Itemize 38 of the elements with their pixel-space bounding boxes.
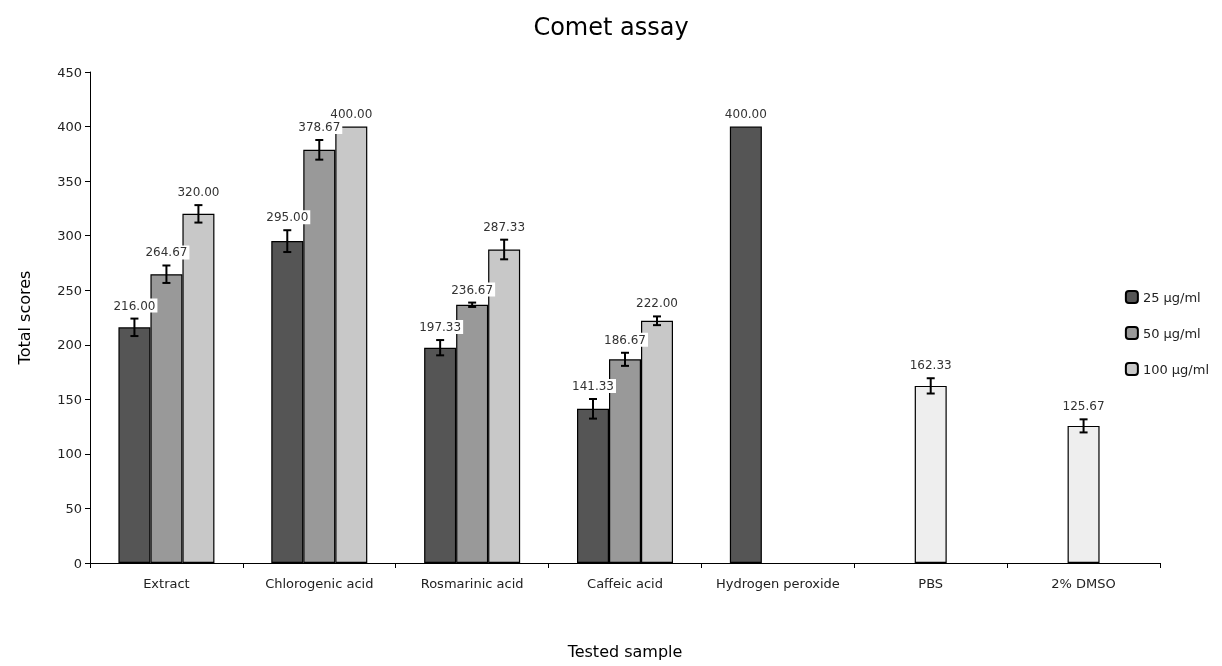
data-label: 216.00 [113, 298, 156, 313]
data-label: 287.33 [483, 219, 526, 234]
x-axis-title: Tested sample [566, 641, 683, 661]
data-label: 162.33 [909, 358, 952, 373]
y-tick-label: 300 [57, 228, 82, 244]
x-tick-label: Rosmarinic acid [420, 576, 524, 591]
y-tick-label: 150 [57, 391, 82, 407]
data-label: 236.67 [451, 282, 494, 297]
x-tick-label: Hydrogen peroxide [715, 576, 840, 591]
x-tick-label: Caffeic acid [587, 576, 663, 591]
data-label: 378.67 [298, 120, 341, 135]
y-tick-label: 450 [57, 64, 82, 80]
data-label: 264.67 [145, 245, 188, 260]
y-tick-label: 350 [57, 173, 82, 189]
legend-label: 100 µg/ml [1142, 361, 1209, 377]
x-tick-label: 2% DMSO [1051, 576, 1116, 591]
data-label: 222.00 [636, 296, 678, 311]
x-tick-label: Extract [143, 576, 190, 591]
y-tick-label: 250 [57, 282, 82, 298]
y-tick-label: 100 [57, 446, 82, 462]
data-label: 400.00 [724, 106, 767, 121]
legend-label: 50 µg/ml [1142, 325, 1201, 341]
x-tick-label: Chlorogenic acid [265, 576, 374, 591]
y-tick-label: 50 [65, 500, 82, 516]
data-label: 186.67 [604, 332, 646, 347]
data-label: 400.00 [330, 106, 373, 121]
y-axis-title: Total scores [14, 270, 34, 366]
y-tick-label: 200 [57, 337, 82, 353]
x-tick-label: PBS [918, 576, 944, 591]
legend-label: 25 µg/ml [1142, 289, 1201, 305]
data-label: 141.33 [572, 378, 614, 393]
data-label: 125.67 [1062, 399, 1105, 414]
data-label: 295.00 [266, 210, 309, 225]
data-label: 197.33 [419, 320, 462, 335]
chart-title: Comet assay [533, 13, 689, 41]
y-tick-label: 0 [73, 555, 82, 571]
y-tick-label: 400 [57, 119, 82, 135]
data-label: 320.00 [177, 185, 220, 200]
